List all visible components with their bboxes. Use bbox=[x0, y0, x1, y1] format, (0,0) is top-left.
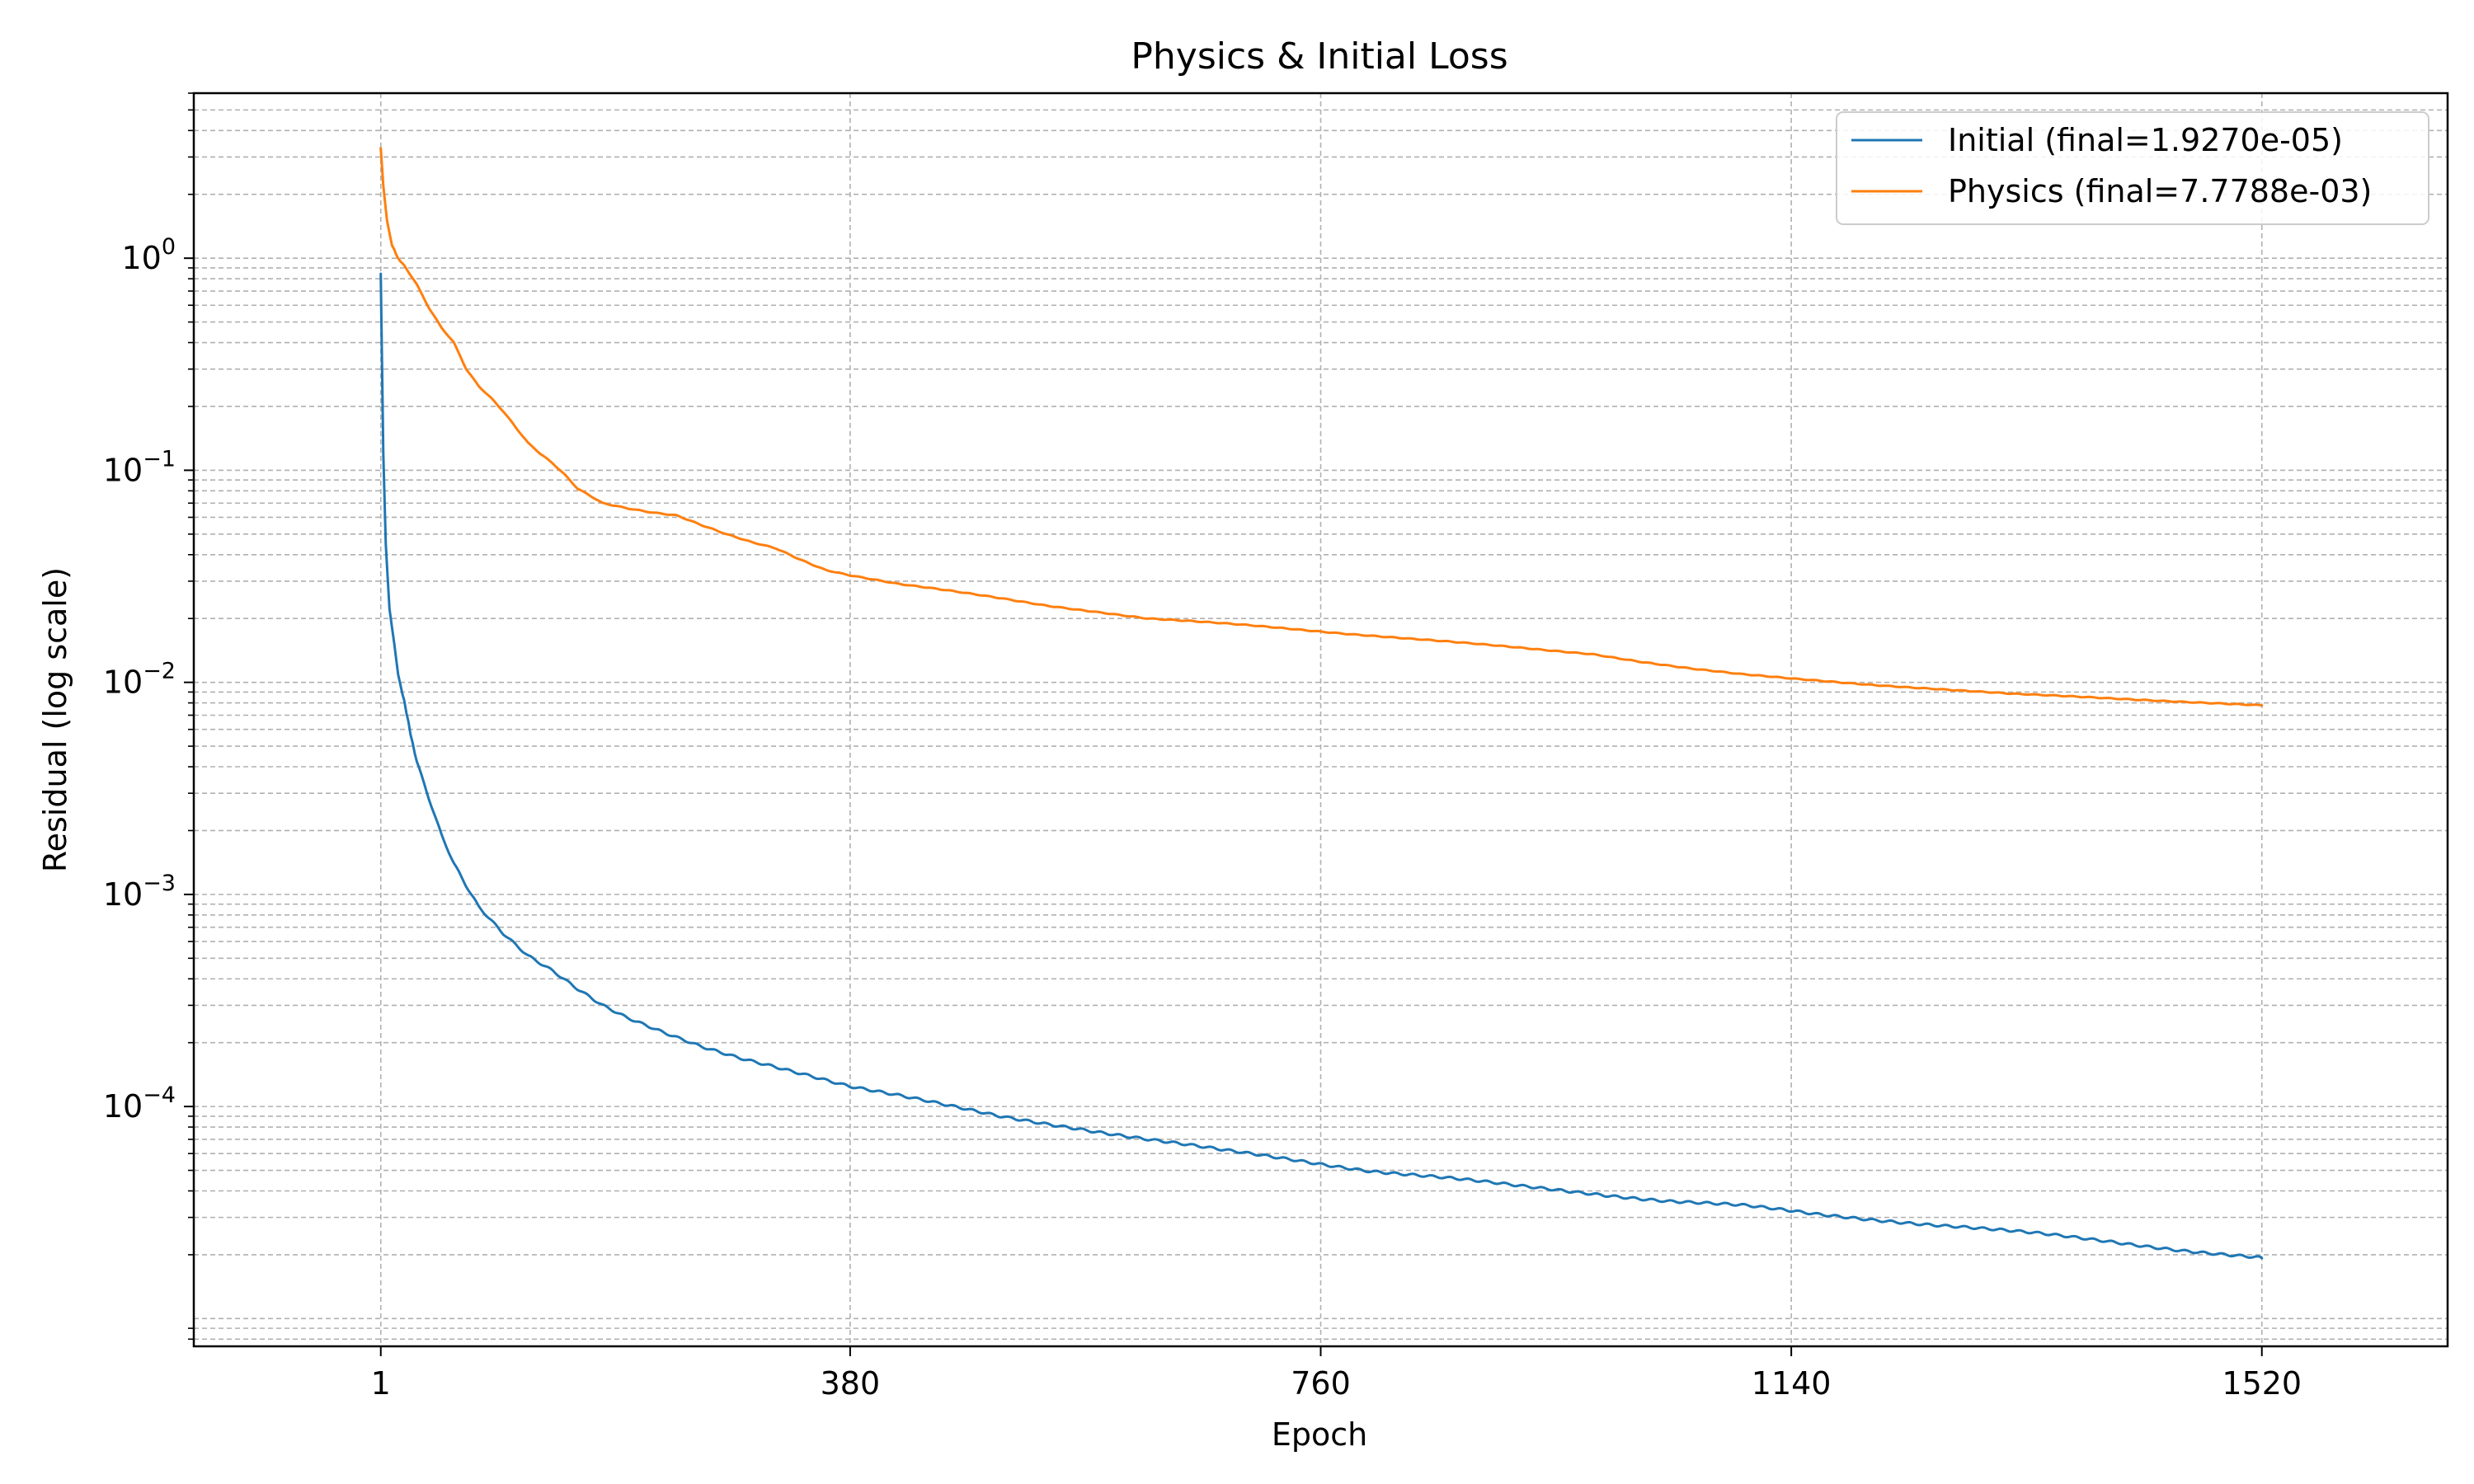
chart-title: Physics & Initial Loss bbox=[1131, 35, 1507, 77]
legend-box bbox=[1836, 111, 2429, 225]
x-tick-label: 1140 bbox=[1752, 1365, 1832, 1402]
x-axis-label: Epoch bbox=[1272, 1416, 1367, 1453]
y-tick-label: 10−3 bbox=[103, 871, 176, 913]
legend: Initial (final=1.9270e-05) Physics (fina… bbox=[1836, 111, 2429, 225]
legend-label-physics: Physics (final=7.7788e-03) bbox=[1948, 173, 2372, 209]
series-line-initial bbox=[379, 272, 2264, 1260]
x-tick-label: 1 bbox=[371, 1365, 391, 1402]
legend-label-initial: Initial (final=1.9270e-05) bbox=[1948, 122, 2343, 158]
ticks: 1 380 760 1140 1520 100 10−1 10−2 10−3 10−4 bbox=[103, 92, 2302, 1402]
y-axis-label: Residual (log scale) bbox=[37, 567, 73, 872]
x-tick-label: 380 bbox=[821, 1365, 881, 1402]
y-tick-label: 10−1 bbox=[103, 446, 176, 488]
y-tick-label: 10−2 bbox=[103, 659, 176, 701]
x-tick-label: 1520 bbox=[2222, 1365, 2302, 1402]
grid bbox=[194, 92, 2448, 1346]
y-tick-label: 10−4 bbox=[103, 1082, 176, 1125]
series-line-physics bbox=[379, 147, 2264, 707]
y-tick-label: 100 bbox=[121, 234, 176, 276]
series-lines bbox=[379, 147, 2264, 1260]
x-tick-label: 760 bbox=[1291, 1365, 1351, 1402]
